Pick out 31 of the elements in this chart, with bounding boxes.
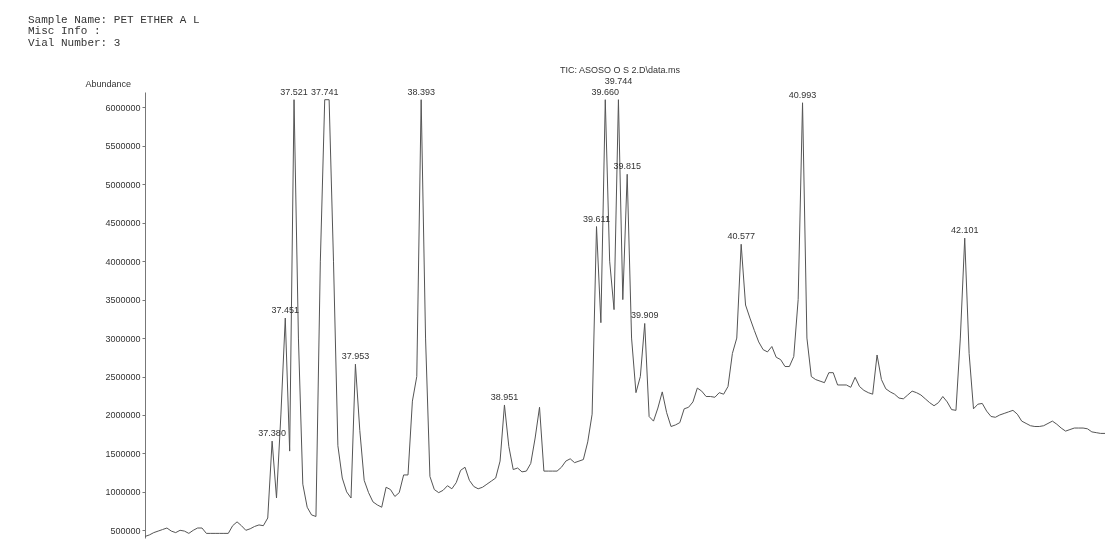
y-tick-label: 4500000 <box>105 218 141 229</box>
text: Misc Info : <box>28 25 101 37</box>
y-tick-label: 6000000 <box>105 102 141 113</box>
y-axis-title: Abundance <box>85 78 132 89</box>
annotation: 38.951 <box>490 391 519 402</box>
annotation: 37.380 <box>258 428 286 439</box>
annotation: 40.577 <box>727 231 755 242</box>
annotation: 39.660 <box>591 86 620 97</box>
annotation: 37.741 <box>310 86 339 97</box>
y-tick-label: 3500000 <box>105 295 141 306</box>
y-tick-label: 4000000 <box>105 256 141 267</box>
y-tick-label: 1500000 <box>105 448 141 459</box>
y-tick-label: 500000 <box>110 525 141 536</box>
line-series <box>144 99 1106 537</box>
annotation: 40.993 <box>788 89 817 100</box>
annotation: 39.909 <box>630 310 659 321</box>
annotation: 37.521 <box>280 86 308 97</box>
y-tick-label: 2500000 <box>105 372 141 383</box>
y-tick-label: 1000000 <box>105 487 141 498</box>
y-tick-label: 5000000 <box>105 179 141 190</box>
y-tick-label: 5500000 <box>105 141 141 152</box>
y-tick-label: 2000000 <box>105 410 141 421</box>
y-tick-label: 3000000 <box>105 333 141 344</box>
annotation: 39.744 <box>604 75 633 86</box>
chart-title: Sample Name: PET ETHER A L <box>28 14 200 26</box>
annotation: 37.953 <box>341 351 370 362</box>
text: TIC: ASOSO O S 2.D\data.ms <box>559 65 681 75</box>
annotation: 38.393 <box>407 86 435 97</box>
annotation: 39.815 <box>613 161 641 172</box>
annotation: 42.101 <box>950 225 979 236</box>
text: Vial Number: 3 <box>28 37 121 49</box>
